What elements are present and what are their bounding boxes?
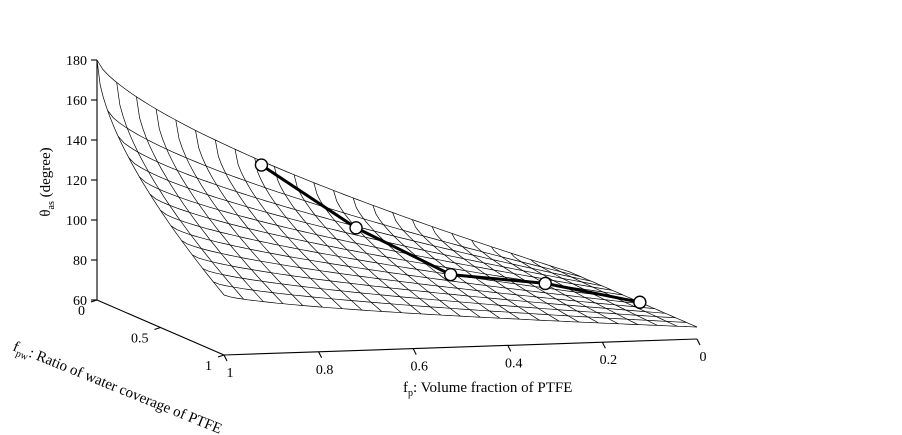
- axes: [90, 59, 701, 362]
- y-axis-label: fpw: Ratio of water coverage of PTFE: [9, 339, 224, 435]
- y-tick-label: 0: [78, 304, 85, 319]
- x-axis-line: [223, 338, 698, 356]
- mesh-line-fp: [136, 96, 264, 302]
- x-tick-mark: [412, 348, 417, 355]
- data-point: [633, 295, 647, 309]
- x-tick-label: 0.6: [410, 360, 428, 375]
- z-tick-label: 80: [73, 254, 87, 269]
- z-tick-label: 60: [73, 294, 87, 309]
- mesh-line-fpw: [223, 294, 698, 328]
- x-tick-mark: [223, 354, 228, 362]
- mesh-line-fpw: [192, 254, 666, 314]
- mesh-line-fpw: [128, 157, 602, 287]
- y-tick-label: 1: [205, 359, 212, 374]
- surface-mesh: [96, 59, 698, 328]
- x-tick-label: 0.8: [316, 363, 334, 378]
- tick-labels: 60 80 100 120 140 160 180 1 0.8 0.6 0.4 0.2 0 0 0.5 1: [66, 54, 707, 381]
- data-point: [538, 276, 552, 291]
- z-tick-label: 160: [66, 94, 87, 109]
- x-tick-mark: [696, 338, 701, 346]
- mesh-line-fpw: [181, 240, 655, 310]
- mesh-line-fp: [392, 212, 520, 320]
- mesh-line-fpw: [202, 268, 676, 319]
- x-tick-label: 0.4: [505, 356, 523, 371]
- mesh-line-fp: [155, 108, 284, 304]
- mesh-line-fp: [333, 190, 461, 317]
- x-tick-mark: [601, 341, 606, 349]
- z-tick-label: 140: [66, 134, 87, 149]
- x-tick-label: 1: [227, 366, 234, 381]
- z-tick-label: 180: [66, 54, 87, 69]
- z-axis-label: θas (degree): [38, 147, 57, 216]
- mesh-line-fpw: [107, 110, 581, 277]
- y-tick-mark: [154, 326, 161, 331]
- x-tick-mark: [318, 351, 323, 359]
- x-axis-label: fp: Volume fraction of PTFE: [403, 380, 572, 399]
- mesh-line-fpw: [139, 176, 613, 291]
- data-point: [349, 221, 363, 235]
- y-tick-mark: [90, 299, 98, 303]
- data-path: [254, 158, 647, 309]
- mesh-line-fp: [116, 82, 244, 300]
- y-tick-label: 0.5: [131, 332, 149, 347]
- data-path-line: [260, 163, 641, 304]
- z-tick-label: 100: [66, 214, 87, 229]
- z-tick-label: 120: [66, 174, 87, 189]
- y-tick-mark: [217, 354, 225, 358]
- mesh-line-fpw: [160, 210, 634, 300]
- data-point: [254, 158, 269, 172]
- x-tick-label: 0.2: [600, 353, 618, 368]
- mesh-line-fpw: [213, 281, 687, 323]
- mesh-line-fpw: [96, 59, 571, 273]
- x-tick-mark: [507, 345, 512, 352]
- x-tick-label: 0: [700, 350, 707, 365]
- mesh-line-fpw: [170, 225, 645, 305]
- data-point: [443, 267, 458, 282]
